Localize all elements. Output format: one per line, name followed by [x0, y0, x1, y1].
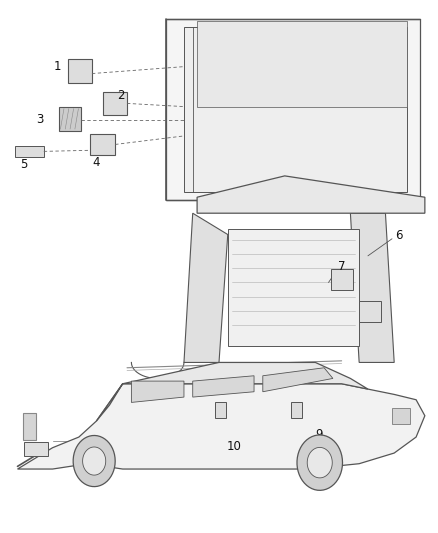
Bar [90, 134, 115, 155]
Text: 1: 1 [53, 60, 61, 73]
Polygon shape [96, 362, 368, 421]
Bar [331, 269, 353, 290]
Polygon shape [184, 213, 228, 362]
Bar [215, 402, 226, 418]
Polygon shape [297, 435, 343, 490]
Text: 2: 2 [117, 90, 124, 102]
Text: 3: 3 [36, 114, 43, 126]
Polygon shape [184, 27, 407, 192]
Text: 10: 10 [227, 440, 242, 453]
Polygon shape [228, 229, 359, 346]
Polygon shape [18, 384, 425, 469]
Bar [392, 408, 410, 424]
Text: 4: 4 [92, 156, 100, 169]
Bar [15, 146, 44, 157]
Polygon shape [197, 21, 407, 107]
Polygon shape [263, 368, 333, 392]
Bar [23, 413, 36, 440]
Polygon shape [166, 19, 420, 200]
Polygon shape [197, 176, 425, 213]
Polygon shape [73, 435, 115, 487]
Bar [24, 442, 48, 456]
Bar [103, 92, 127, 115]
Text: 7: 7 [338, 260, 346, 273]
Text: 6: 6 [395, 229, 403, 242]
Bar [359, 301, 381, 322]
Text: 5: 5 [21, 158, 28, 171]
Polygon shape [193, 376, 254, 397]
Text: 9: 9 [315, 428, 323, 441]
Polygon shape [350, 213, 394, 362]
Bar [59, 107, 81, 131]
Polygon shape [307, 447, 332, 478]
Bar [291, 402, 302, 418]
Polygon shape [131, 381, 184, 402]
Polygon shape [83, 447, 106, 475]
Bar [68, 59, 92, 83]
